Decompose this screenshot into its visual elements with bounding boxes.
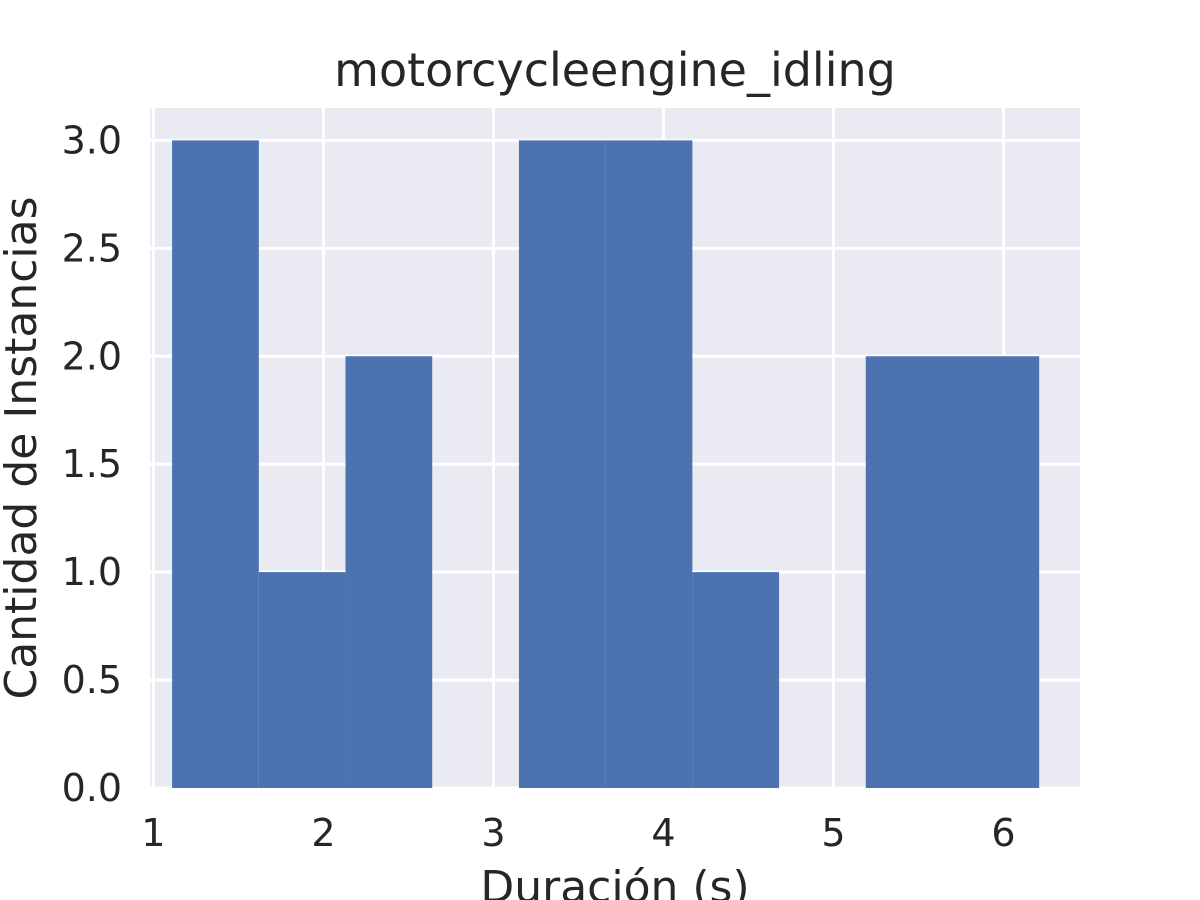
x-axis-label: Duración (s) (480, 862, 749, 900)
y-axis-label: Cantidad de Instancias (0, 196, 47, 699)
y-tick-label: 1.5 (62, 442, 122, 486)
x-tick-label: 2 (311, 811, 335, 855)
y-tick-label: 0.0 (62, 766, 122, 810)
histogram-bar (518, 140, 606, 788)
bars (172, 140, 1040, 788)
histogram-bar (692, 572, 780, 788)
histogram-bar (172, 140, 259, 788)
histogram-bar (952, 356, 1040, 788)
x-tick-labels: 1 2 3 4 5 6 (141, 811, 1015, 855)
x-tick-label: 5 (821, 811, 845, 855)
histogram-bar (865, 356, 953, 788)
chart-title: motorcycleengine_idling (334, 43, 896, 97)
x-tick-label: 6 (991, 811, 1015, 855)
y-tick-label: 3.0 (62, 118, 122, 162)
x-tick-label: 4 (651, 811, 675, 855)
y-tick-label: 2.0 (62, 334, 122, 378)
histogram-bar (605, 140, 693, 788)
y-tick-label: 2.5 (62, 226, 122, 270)
histogram-bar (345, 356, 433, 788)
y-tick-label: 1.0 (62, 550, 122, 594)
y-tick-labels: 0.0 0.5 1.0 1.5 2.0 2.5 3.0 (62, 118, 122, 810)
x-tick-label: 3 (481, 811, 505, 855)
histogram-bar (258, 572, 346, 788)
y-tick-label: 0.5 (62, 658, 122, 702)
x-tick-label: 1 (141, 811, 165, 855)
